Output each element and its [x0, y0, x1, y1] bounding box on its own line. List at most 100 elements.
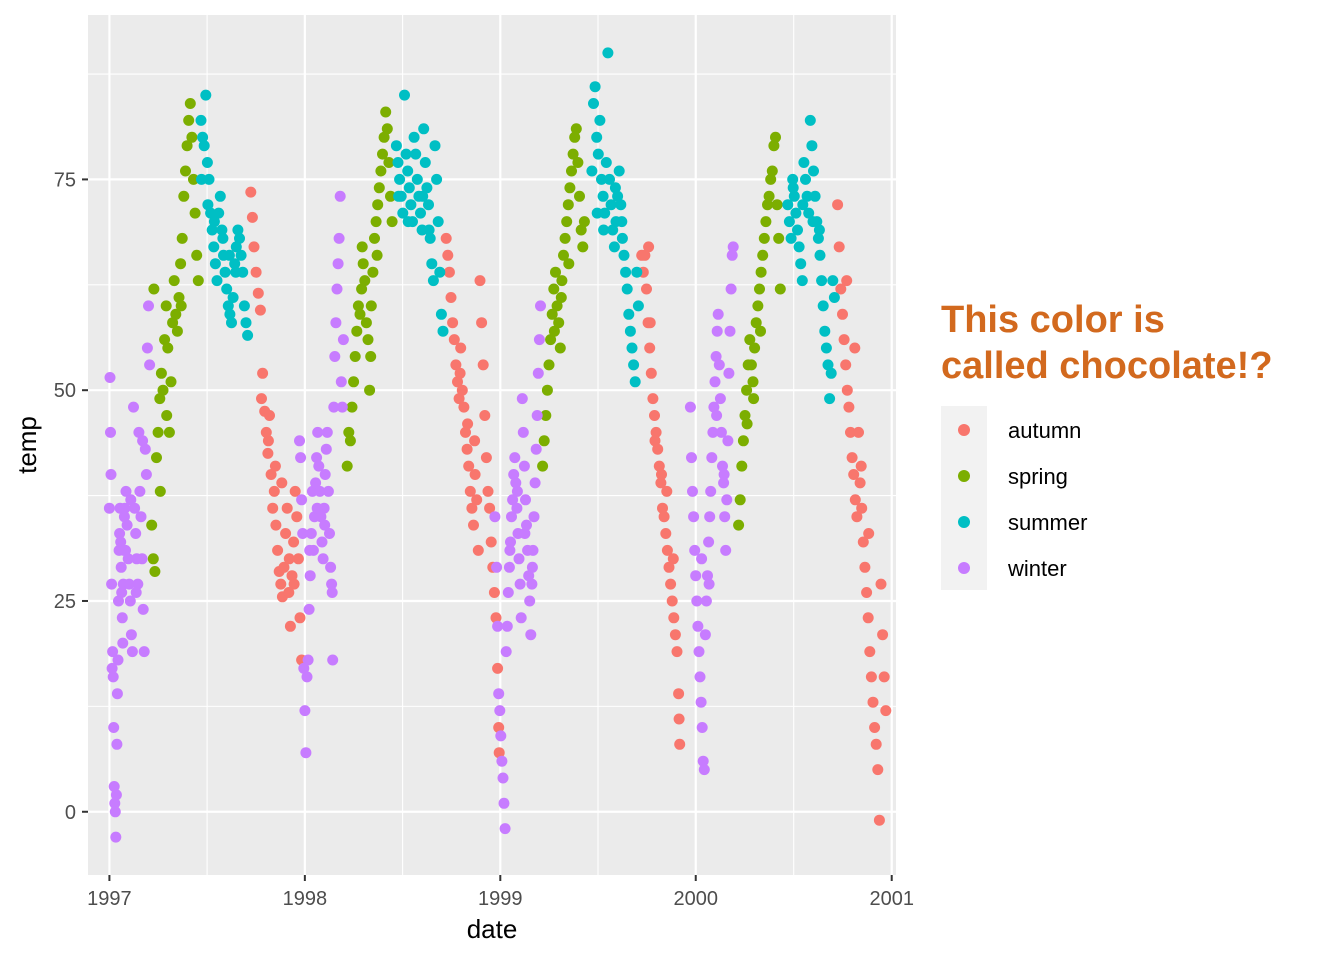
point-summer — [631, 266, 643, 278]
point-winter — [519, 528, 531, 539]
point-spring — [774, 283, 786, 295]
point-winter — [505, 536, 516, 548]
point-autumn — [658, 511, 670, 523]
point-summer — [206, 224, 218, 236]
point-autumn — [846, 452, 858, 464]
point-summer — [626, 342, 638, 354]
point-spring — [354, 308, 366, 320]
point-spring — [152, 426, 164, 438]
point-winter — [120, 544, 131, 556]
point-autumn — [665, 578, 677, 590]
point-summer — [390, 140, 402, 152]
point-spring — [148, 283, 160, 295]
point-spring — [162, 342, 174, 354]
point-spring — [575, 224, 587, 236]
point-winter — [105, 469, 117, 480]
point-summer — [410, 148, 422, 160]
point-summer — [211, 275, 223, 287]
point-summer — [588, 98, 599, 109]
point-winter — [303, 603, 315, 615]
point-summer — [591, 207, 603, 219]
point-winter — [325, 561, 337, 573]
point-autumn — [270, 519, 282, 531]
point-summer — [790, 207, 802, 219]
point-summer — [817, 300, 829, 312]
point-autumn — [660, 528, 672, 539]
grid-major — [88, 15, 896, 875]
point-winter — [138, 646, 150, 658]
point-winter — [718, 477, 730, 489]
point-winter — [492, 620, 504, 632]
point-winter — [137, 435, 149, 447]
point-spring — [159, 334, 171, 346]
point-winter — [118, 511, 130, 523]
point-summer — [788, 190, 800, 202]
point-summer — [806, 140, 818, 152]
point-winter — [711, 410, 723, 421]
point-winter — [107, 646, 119, 658]
point-summer — [208, 241, 220, 253]
point-winter — [517, 426, 529, 438]
point-summer — [629, 376, 641, 388]
point-autumn — [671, 646, 683, 658]
point-winter — [712, 308, 724, 320]
point-winter — [513, 553, 525, 565]
point-winter — [115, 561, 127, 573]
point-summer — [411, 173, 423, 185]
point-winter — [119, 502, 131, 514]
point-spring — [175, 300, 187, 312]
point-summer — [196, 173, 207, 185]
point-winter — [297, 528, 309, 539]
point-summer — [807, 216, 819, 228]
point-autumn — [663, 561, 675, 573]
point-spring — [750, 317, 762, 329]
point-autumn — [474, 275, 486, 287]
point-autumn — [280, 528, 292, 539]
point-summer — [602, 47, 614, 59]
point-winter — [507, 494, 519, 506]
point-summer — [221, 283, 233, 295]
point-summer — [238, 300, 250, 312]
point-spring — [171, 325, 183, 337]
point-autumn — [294, 612, 306, 624]
point-autumn — [440, 232, 452, 244]
point-summer — [197, 131, 209, 143]
series-summer — [195, 47, 840, 405]
point-winter — [328, 401, 340, 413]
point-winter — [497, 772, 509, 784]
x-tick-label: 2001 — [869, 888, 914, 910]
point-summer — [214, 190, 226, 202]
point-winter — [531, 410, 543, 421]
point-spring — [538, 435, 550, 447]
point-autumn — [493, 722, 505, 733]
point-autumn — [452, 376, 463, 388]
point-autumn — [248, 241, 260, 253]
point-spring — [180, 165, 191, 177]
point-winter — [704, 511, 716, 523]
point-spring — [563, 258, 575, 270]
point-summer — [400, 148, 412, 160]
point-autumn — [450, 359, 462, 371]
y-tick-label: 25 — [54, 591, 76, 613]
point-autumn — [443, 266, 455, 278]
point-autumn — [488, 587, 500, 598]
point-autumn — [639, 249, 651, 261]
point-summer — [827, 275, 839, 287]
point-winter — [696, 722, 708, 733]
point-summer — [787, 182, 799, 194]
point-autumn — [469, 435, 481, 447]
point-summer — [408, 131, 420, 143]
point-spring — [765, 173, 777, 185]
point-summer — [812, 232, 824, 244]
point-winter — [321, 426, 333, 438]
point-winter — [301, 671, 313, 683]
point-winter — [137, 603, 149, 615]
point-spring — [348, 376, 360, 388]
point-spring — [170, 308, 182, 320]
point-summer — [403, 182, 415, 194]
point-autumn — [462, 418, 474, 430]
point-autumn — [835, 283, 847, 295]
point-summer — [824, 393, 836, 405]
point-winter — [528, 511, 540, 523]
point-summer — [230, 266, 242, 278]
